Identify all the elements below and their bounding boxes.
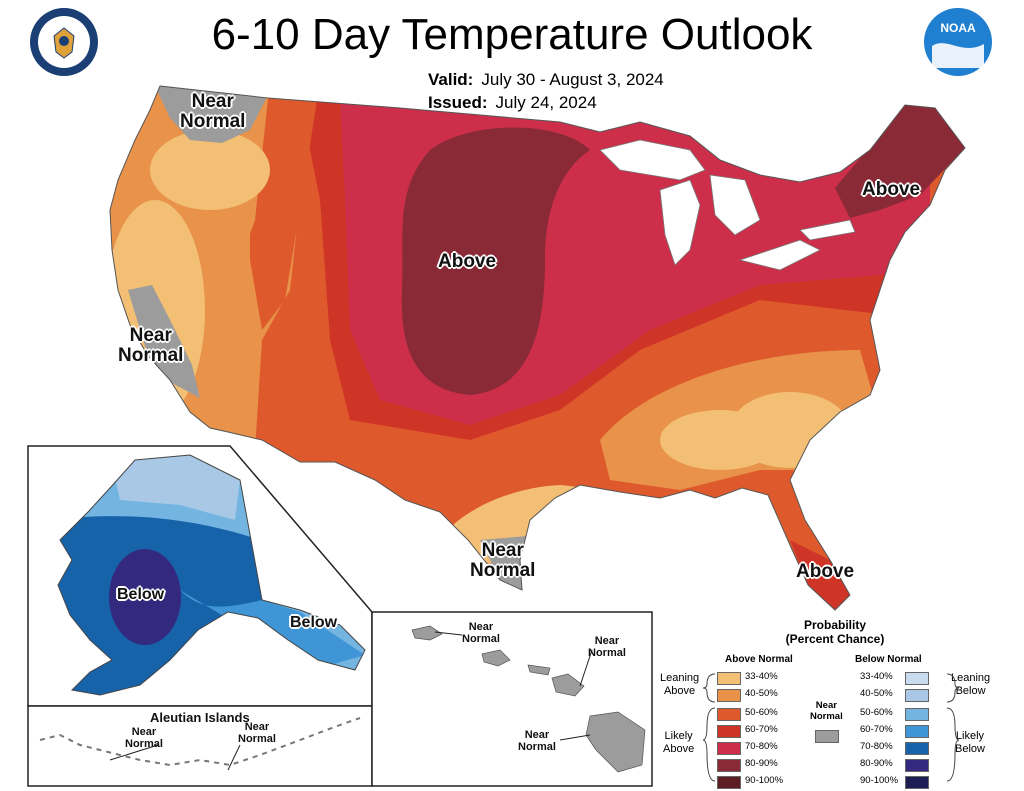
noaa-logo-text: NOAA — [940, 21, 976, 35]
legend-near-normal: Near Normal — [810, 700, 843, 723]
label-hi-a: Near Normal — [462, 621, 500, 645]
legend-above-label: 33-40% — [745, 671, 778, 682]
legend: Probability (Percent Chance) Above Normal… — [655, 616, 1015, 791]
legend-above-swatch — [717, 759, 741, 772]
label-fl-above: Above — [796, 561, 855, 582]
legend-below-swatch — [905, 672, 929, 685]
issued-label: Issued: — [428, 93, 488, 112]
legend-below-header: Below Normal — [855, 654, 922, 665]
legend-above-label: 50-60% — [745, 707, 778, 718]
label-ak-se-below: Below — [290, 614, 338, 631]
label-tx-near-normal: Near Normal — [470, 540, 536, 581]
legend-below-swatch — [905, 742, 929, 755]
legend-below-label: 60-70% — [860, 724, 893, 735]
legend-above-label: 90-100% — [745, 775, 784, 786]
label-central-above: Above — [438, 251, 497, 272]
legend-below-label: 90-100% — [860, 775, 899, 786]
label-aleutian-a: Near Normal — [125, 726, 163, 750]
legend-above-header: Above Normal — [725, 654, 793, 665]
legend-near-swatch — [815, 730, 839, 743]
label-ak-below: Below — [117, 586, 165, 603]
legend-below-label: 33-40% — [860, 671, 893, 682]
legend-above-swatch — [717, 708, 741, 721]
label-hi-c: Near Normal — [518, 729, 556, 753]
legend-below-label: 50-60% — [860, 707, 893, 718]
label-hi-b: Near Normal — [588, 635, 626, 659]
legend-below-swatch — [905, 759, 929, 772]
legend-leaning-above: Leaning Above — [660, 672, 700, 698]
aleutian-title: Aleutian Islands — [150, 710, 250, 725]
issued-line: Issued: July 24, 2024 — [428, 93, 597, 113]
legend-above-swatch — [717, 689, 741, 702]
legend-likely-below: Likely Below — [955, 730, 985, 756]
legend-above-swatch — [717, 725, 741, 738]
legend-above-label: 80-90% — [745, 758, 778, 769]
legend-braces — [702, 673, 960, 782]
legend-above-swatch — [717, 776, 741, 789]
legend-above-swatch — [717, 672, 741, 685]
legend-below-label: 80-90% — [860, 758, 893, 769]
legend-below-swatch — [905, 725, 929, 738]
label-nw-near-normal: Near Normal — [180, 91, 246, 132]
page-title: 6-10 Day Temperature Outlook — [211, 10, 813, 59]
legend-likely-above: Likely Above — [663, 730, 695, 756]
legend-title: Probability (Percent Chance) — [785, 618, 885, 646]
issued-value: July 24, 2024 — [495, 93, 597, 112]
legend-leaning-below: Leaning Below — [951, 672, 991, 698]
valid-label: Valid: — [428, 70, 474, 89]
legend-below-swatch — [905, 708, 929, 721]
legend-below-swatch — [905, 689, 929, 702]
valid-value: July 30 - August 3, 2024 — [481, 70, 664, 89]
department-of-commerce-seal-icon — [30, 8, 98, 76]
label-aleutian-b: Near Normal — [238, 721, 276, 745]
noaa-logo-icon: NOAA — [924, 8, 992, 76]
legend-above-label: 70-80% — [745, 741, 778, 752]
legend-above-swatch — [717, 742, 741, 755]
legend-above-label: 40-50% — [745, 688, 778, 699]
valid-line: Valid: July 30 - August 3, 2024 — [428, 70, 664, 90]
legend-above-label: 60-70% — [745, 724, 778, 735]
label-ne-above: Above — [862, 179, 921, 200]
legend-below-label: 70-80% — [860, 741, 893, 752]
legend-below-label: 40-50% — [860, 688, 893, 699]
legend-below-swatch — [905, 776, 929, 789]
label-ca-near-normal: Near Normal — [118, 325, 184, 366]
